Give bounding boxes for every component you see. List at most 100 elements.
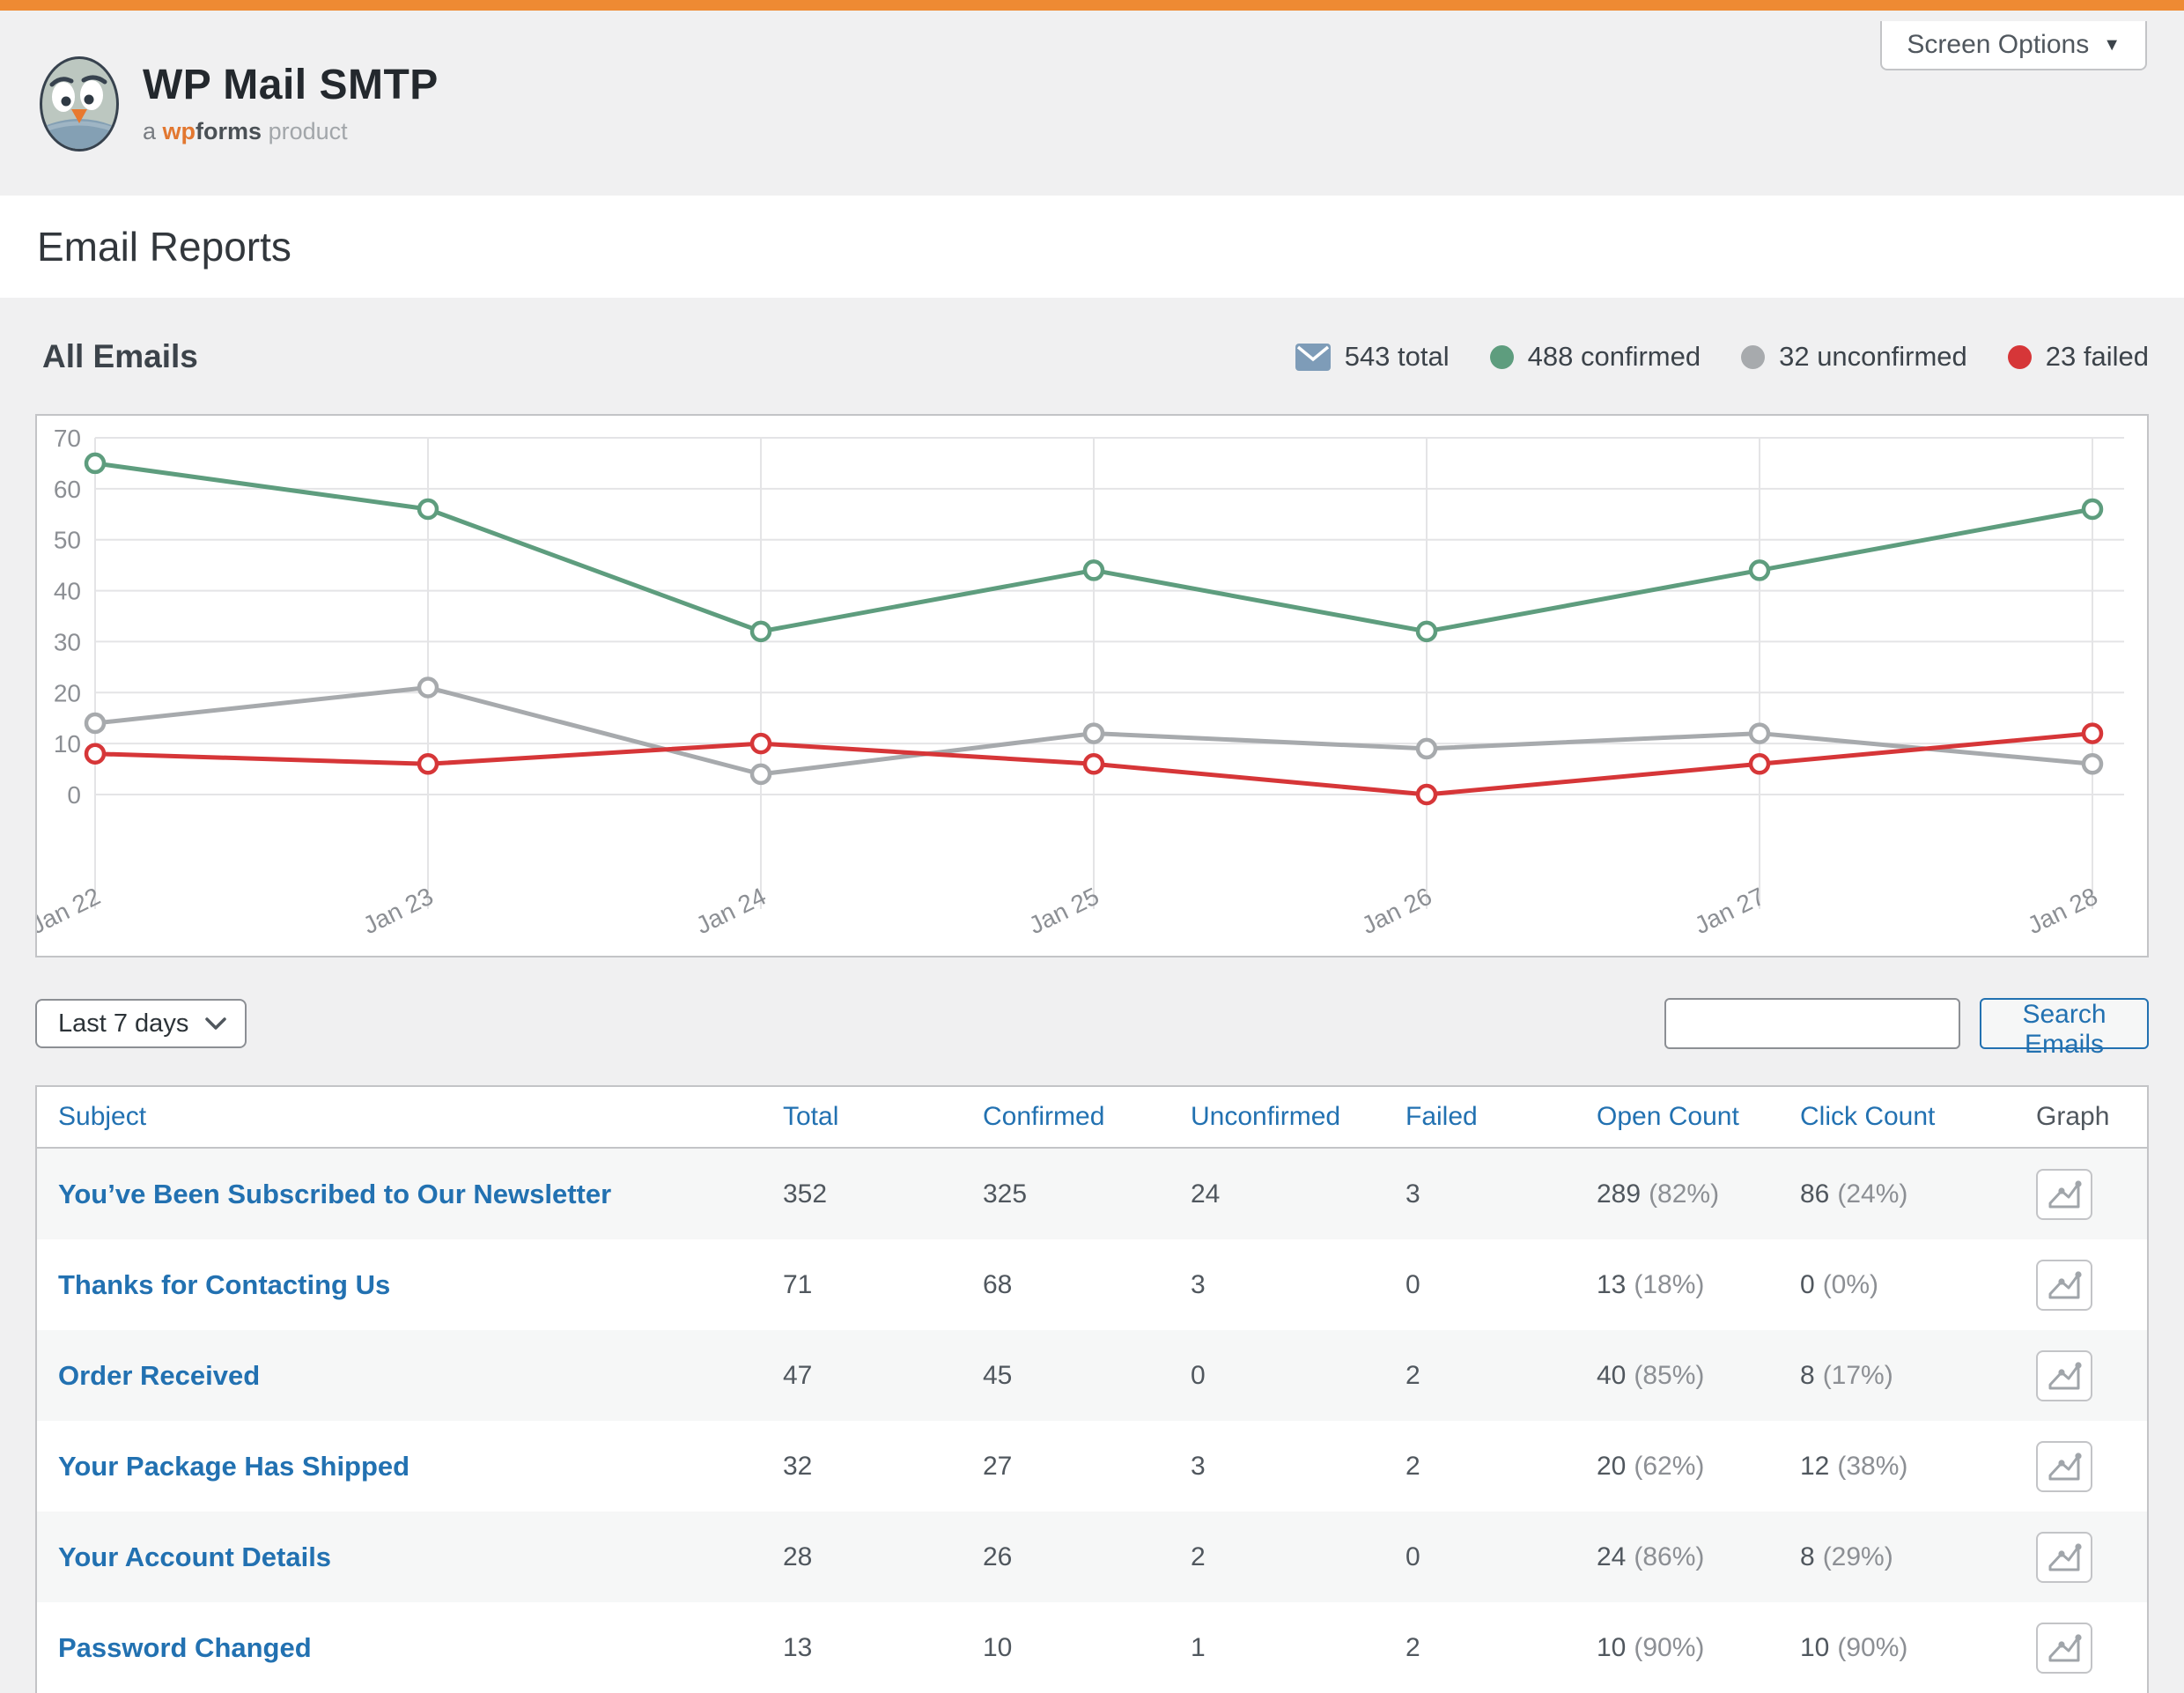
legend-label-unconfirmed: 32 unconfirmed	[1779, 341, 1967, 372]
cell-click-count: 0 (0%)	[1800, 1269, 1879, 1299]
line-chart-icon	[2048, 1270, 2082, 1298]
legend-label-confirmed: 488 confirmed	[1527, 341, 1701, 372]
svg-text:50: 50	[54, 527, 81, 554]
cell-open-count: 20 (62%)	[1597, 1451, 1705, 1481]
cell-confirmed: 325	[983, 1179, 1028, 1209]
plugin-header: WP Mail SMTP a wpforms product Screen Op…	[0, 11, 2184, 196]
app-byline: a wpforms product	[143, 118, 439, 145]
row-graph-button[interactable]	[2036, 1622, 2092, 1674]
cell-click-count: 8 (29%)	[1800, 1541, 1893, 1571]
cell-total: 71	[783, 1269, 813, 1299]
cell-failed: 0	[1406, 1541, 1420, 1571]
line-chart-icon	[2048, 1452, 2082, 1480]
legend-label-total: 543 total	[1344, 341, 1450, 372]
date-range-select[interactable]: Last 7 days	[35, 999, 247, 1048]
email-subject-link[interactable]: Order Received	[58, 1359, 261, 1391]
confirmed-dot-icon	[1489, 344, 1514, 369]
table-row: You’ve Been Subscribed to Our Newsletter…	[37, 1149, 2147, 1239]
cell-click-count: 10 (90%)	[1800, 1632, 1908, 1662]
svg-text:Jan 23: Jan 23	[358, 883, 437, 940]
search-emails-button[interactable]: Search Emails	[1980, 998, 2149, 1059]
cell-confirmed: 45	[983, 1360, 1013, 1390]
cell-confirmed: 68	[983, 1269, 1013, 1299]
cell-confirmed: 26	[983, 1541, 1013, 1571]
svg-text:20: 20	[54, 679, 81, 706]
email-subject-link[interactable]: Thanks for Contacting Us	[58, 1268, 391, 1300]
cell-failed: 2	[1406, 1360, 1420, 1390]
svg-text:40: 40	[54, 578, 81, 605]
chevron-down-icon	[205, 1017, 226, 1030]
page-title: Email Reports	[37, 224, 291, 270]
cell-failed: 2	[1406, 1451, 1420, 1481]
cell-total: 32	[783, 1451, 813, 1481]
x-axis-labels: Jan 22 Jan 23 Jan 24 Jan 25 Jan 26 Jan 27 Jan …	[37, 883, 2102, 940]
cell-failed: 3	[1406, 1179, 1420, 1209]
app-title: WP Mail SMTP	[143, 62, 439, 108]
cell-total: 47	[783, 1360, 813, 1390]
series-failed	[84, 722, 2104, 806]
cell-unconfirmed: 0	[1191, 1360, 1206, 1390]
wp-mail-smtp-logo	[40, 56, 119, 152]
email-report-chart-card: 0 10 20 30 40 50 60 70 Jan 22 Jan 23 Jan 24 Jan 25 J…	[35, 414, 2149, 957]
column-header-click_count[interactable]: Click Count	[1800, 1102, 1936, 1131]
table-row: Your Package Has Shipped 32 27 3 2 20 (62%) 12(…	[37, 1421, 2147, 1512]
screen-options-button[interactable]: Screen Options ▼	[1880, 21, 2147, 70]
legend-label-failed: 23 failed	[2045, 341, 2149, 372]
email-subject-link[interactable]: Your Package Has Shipped	[58, 1450, 410, 1482]
cell-confirmed: 27	[983, 1451, 1013, 1481]
table-toolbar: Last 7 days Search Emails	[35, 998, 2149, 1059]
row-graph-button[interactable]	[2036, 1168, 2092, 1220]
column-header-total[interactable]: Total	[783, 1102, 839, 1131]
cell-unconfirmed: 1	[1191, 1632, 1206, 1662]
search-input[interactable]	[1664, 998, 1960, 1049]
cell-open-count: 24 (86%)	[1597, 1541, 1705, 1571]
svg-text:Jan 26: Jan 26	[1357, 883, 1435, 940]
cell-open-count: 40 (85%)	[1597, 1360, 1705, 1390]
table-row: Order Received 47 45 0 2 40 (85%) 8 (17%)	[37, 1330, 2147, 1421]
cell-confirmed: 10	[983, 1632, 1013, 1662]
byline-prefix: a	[143, 118, 157, 144]
legend-item-failed: 23 failed	[2007, 341, 2149, 373]
svg-text:60: 60	[54, 476, 81, 503]
svg-text:0: 0	[67, 781, 81, 809]
date-range-value: Last 7 days	[58, 1009, 189, 1038]
svg-text:Jan 22: Jan 22	[37, 883, 105, 940]
cell-failed: 2	[1406, 1632, 1420, 1662]
row-graph-button[interactable]	[2036, 1349, 2092, 1401]
line-chart-icon	[2048, 1179, 2082, 1208]
row-graph-button[interactable]	[2036, 1259, 2092, 1311]
cell-click-count: 86 (24%)	[1800, 1179, 1908, 1209]
chart-gridlines	[94, 437, 2124, 909]
column-header-unconfirmed[interactable]: Unconfirmed	[1191, 1102, 1341, 1131]
table-header-row: Subject Total Confirmed Unconfirmed Failed Op…	[37, 1087, 2147, 1149]
byline-brand-forms: forms	[196, 118, 262, 144]
cell-total: 28	[783, 1541, 813, 1571]
top-accent-bar	[0, 0, 2184, 11]
cell-unconfirmed: 2	[1191, 1541, 1206, 1571]
cell-unconfirmed: 3	[1191, 1451, 1206, 1481]
series-confirmed	[84, 452, 2104, 643]
legend-item-confirmed: 488 confirmed	[1489, 341, 1701, 373]
column-header-open_count[interactable]: Open Count	[1597, 1102, 1739, 1131]
email-subject-link[interactable]: You’ve Been Subscribed to Our Newsletter	[58, 1178, 612, 1209]
column-header-failed[interactable]: Failed	[1406, 1102, 1478, 1131]
series-unconfirmed	[84, 676, 2104, 786]
y-axis-labels: 0 10 20 30 40 50 60 70	[54, 425, 81, 809]
failed-dot-icon	[2007, 344, 2032, 369]
column-header-subject[interactable]: Subject	[58, 1102, 147, 1131]
row-graph-button[interactable]	[2036, 1531, 2092, 1583]
email-subject-link[interactable]: Password Changed	[58, 1631, 312, 1663]
cell-open-count: 13 (18%)	[1597, 1269, 1705, 1299]
column-header-confirmed[interactable]: Confirmed	[983, 1102, 1105, 1131]
row-graph-button[interactable]	[2036, 1440, 2092, 1492]
cell-failed: 0	[1406, 1269, 1420, 1299]
byline-brand-wp: wp	[162, 118, 196, 144]
cell-click-count: 12 (38%)	[1800, 1451, 1908, 1481]
unconfirmed-dot-icon	[1741, 344, 1766, 369]
email-subject-link[interactable]: Your Account Details	[58, 1541, 332, 1572]
table-body: You’ve Been Subscribed to Our Newsletter…	[37, 1149, 2147, 1693]
byline-suffix: product	[268, 118, 348, 144]
table-row: Your Account Details 28 26 2 0 24 (86%) 8 (29%)	[37, 1512, 2147, 1602]
legend-item-unconfirmed: 32 unconfirmed	[1741, 341, 1967, 373]
